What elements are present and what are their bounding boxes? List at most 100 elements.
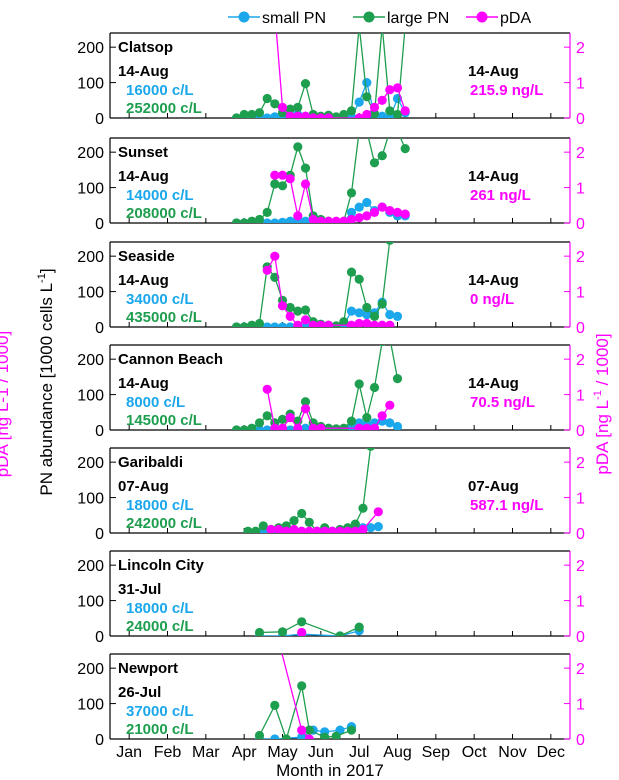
plot-area bbox=[231, 33, 410, 118]
point-large bbox=[277, 414, 288, 424]
large-pn-count: 208000 c/L bbox=[126, 205, 202, 222]
large-pn-count: 252000 c/L bbox=[126, 100, 202, 117]
legend-marker-large bbox=[363, 11, 375, 23]
y2-tick-label: 2 bbox=[576, 40, 585, 57]
y-tick-label: 0 bbox=[95, 111, 104, 128]
point-pda bbox=[343, 526, 353, 533]
point-large bbox=[247, 423, 257, 430]
small-pn-count: 37000 c/L bbox=[126, 703, 194, 720]
point-pda bbox=[327, 526, 337, 533]
point-large bbox=[293, 102, 303, 112]
point-large bbox=[369, 109, 380, 118]
y-tick-label: 0 bbox=[95, 320, 104, 337]
y-tick-label: 100 bbox=[77, 491, 104, 508]
y2-axis-label-sup: -1 bbox=[592, 390, 604, 400]
point-large bbox=[393, 126, 402, 135]
sample-date: 31-Jul bbox=[118, 581, 161, 598]
pda-date: 14-Aug bbox=[468, 63, 519, 80]
point-pda bbox=[385, 320, 395, 327]
point-pda bbox=[392, 83, 403, 93]
svg-text:pDA [ng L-1 / 1000]: pDA [ng L-1 / 1000] bbox=[592, 333, 612, 474]
point-large bbox=[247, 109, 257, 118]
point-large bbox=[285, 302, 295, 313]
point-pda bbox=[285, 174, 295, 184]
point-pda bbox=[293, 320, 303, 327]
month-label: Jun bbox=[308, 744, 334, 761]
plot-area bbox=[254, 654, 357, 739]
point-pda bbox=[354, 423, 364, 430]
y2-tick-label: 2 bbox=[576, 661, 585, 678]
point-small bbox=[366, 523, 376, 533]
month-label: Feb bbox=[154, 744, 182, 761]
point-small bbox=[297, 732, 307, 739]
point-large bbox=[362, 302, 372, 313]
point-pda bbox=[285, 311, 295, 321]
point-large bbox=[385, 242, 395, 245]
point-pda bbox=[369, 102, 380, 112]
y2-tick-label: 1 bbox=[576, 697, 585, 714]
point-small bbox=[354, 308, 364, 318]
month-label: Nov bbox=[498, 744, 526, 761]
y-tick-label: 100 bbox=[77, 594, 104, 611]
plot-area bbox=[243, 448, 383, 533]
point-large bbox=[346, 416, 357, 426]
point-large bbox=[392, 109, 403, 118]
y-tick-label: 0 bbox=[95, 629, 104, 646]
point-pda bbox=[354, 318, 364, 327]
point-pda bbox=[277, 170, 288, 180]
y-axis-label-end: ] bbox=[37, 268, 56, 273]
point-large bbox=[270, 179, 280, 189]
point-large bbox=[258, 521, 268, 531]
y-tick-label: 100 bbox=[77, 76, 104, 93]
pda-date: 14-Aug bbox=[468, 168, 519, 185]
point-small bbox=[262, 218, 272, 223]
point-pda bbox=[270, 251, 280, 261]
point-pda bbox=[300, 404, 311, 414]
point-pda bbox=[362, 211, 372, 221]
point-pda bbox=[285, 413, 295, 423]
y2-tick-label: 0 bbox=[576, 423, 585, 440]
point-large bbox=[289, 516, 299, 526]
y-axis-label-main: PN abundance [1000 cells L bbox=[37, 283, 56, 496]
point-large bbox=[293, 306, 303, 316]
sample-date: 26-Jul bbox=[118, 684, 161, 701]
point-pda bbox=[354, 213, 364, 223]
point-large bbox=[331, 731, 341, 739]
pda-value: 70.5 ng/L bbox=[470, 394, 535, 411]
point-large bbox=[281, 734, 291, 739]
y2-tick-label: 2 bbox=[576, 249, 585, 266]
point-pda bbox=[392, 207, 403, 217]
point-small bbox=[392, 421, 403, 430]
site-name: Lincoln City bbox=[118, 557, 204, 574]
x-axis-label: Month in 2017 bbox=[276, 761, 384, 780]
point-large bbox=[369, 382, 380, 393]
y2-tick-label: 0 bbox=[576, 732, 585, 749]
y2-tick-label: 1 bbox=[576, 285, 585, 302]
month-label: Jan bbox=[116, 744, 142, 761]
point-large bbox=[247, 216, 257, 223]
point-pda bbox=[323, 113, 334, 118]
point-large bbox=[247, 320, 257, 327]
point-large bbox=[231, 322, 242, 327]
point-pda bbox=[358, 524, 368, 533]
y-tick-label: 100 bbox=[77, 285, 104, 302]
point-large bbox=[254, 318, 265, 327]
legend-marker-small bbox=[238, 11, 250, 23]
point-pda bbox=[354, 113, 364, 118]
y2-axis-label-end: / 1000] bbox=[593, 333, 612, 390]
point-small bbox=[300, 423, 311, 430]
point-large bbox=[392, 374, 403, 384]
point-small bbox=[285, 322, 295, 327]
point-large bbox=[254, 214, 265, 223]
y-tick-label: 200 bbox=[77, 558, 104, 575]
point-pda bbox=[385, 400, 395, 410]
y-axis-label: PN abundance [1000 cells L-1] bbox=[36, 268, 56, 495]
point-small bbox=[346, 306, 357, 316]
y2-tick-label: 1 bbox=[576, 491, 585, 508]
point-pda bbox=[262, 265, 272, 275]
sample-date: 14-Aug bbox=[118, 375, 169, 392]
point-large bbox=[270, 99, 280, 109]
large-pn-count: 24000 c/L bbox=[126, 618, 194, 635]
sample-date: 14-Aug bbox=[118, 63, 169, 80]
